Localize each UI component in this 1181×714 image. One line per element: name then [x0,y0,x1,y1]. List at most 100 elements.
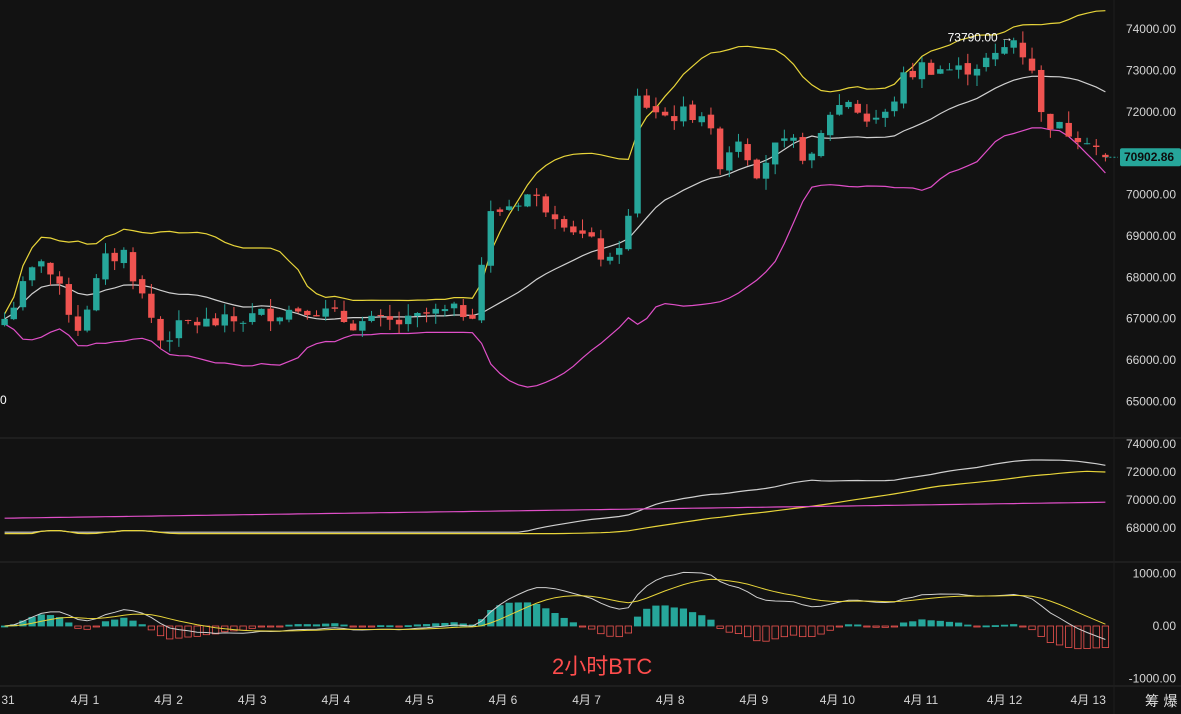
chart-caption: 2小时BTC [552,654,652,679]
ma-axis-tick: 74000.00 [1126,437,1176,451]
candle-body [212,318,219,326]
candle-body [982,57,990,68]
candle-body [47,262,54,275]
x-axis-label: 4月 12 [987,693,1023,707]
candle-body [836,105,843,115]
candle-body [808,153,816,161]
candle-body [891,101,898,112]
macd-bar [991,625,999,627]
macd-bar [569,622,577,627]
candle-body [349,323,357,331]
candle-body [781,138,788,141]
candle-body [28,267,36,281]
candle-body [854,103,861,113]
candle-body [184,319,192,321]
candle-body [973,68,981,76]
price-axis-tick: 66000.00 [1126,353,1176,367]
macd-bar [964,624,972,627]
macd-bar [404,625,412,628]
candle-body [707,114,715,129]
candle-body [129,252,137,282]
macd-bar [542,608,550,627]
macd-bar [349,625,357,628]
candle-body [1,318,8,326]
macd-bar [578,625,587,628]
macd-axis-tick: -1000.00 [1129,672,1177,686]
macd-bar [129,620,137,627]
macd-bar [643,608,651,627]
candle-body [10,307,17,320]
macd-bar [322,623,330,627]
macd-dea-line [4,578,1106,632]
candle-body [38,261,45,267]
macd-bar [762,625,770,642]
macd-bar [147,625,155,631]
macd-bar [422,624,431,627]
candle-body [423,312,430,314]
candle-body [93,278,100,311]
macd-bar [239,625,247,631]
candle-body [313,315,320,317]
price-axis-tick: 69000.00 [1126,229,1176,243]
macd-bar [881,625,889,628]
macd-bar [294,624,302,627]
candle-body [735,141,742,152]
candle-body [524,194,531,207]
macd-bar [175,625,183,639]
candle-body [726,152,733,171]
macd-bar [560,617,568,627]
ma-axis-tick: 70000.00 [1126,493,1176,507]
macd-bar [395,625,403,628]
macd-bar [734,625,743,634]
macd-bar [74,625,82,629]
candle-body [1010,40,1017,48]
macd-bar [386,625,394,628]
candle-body [533,194,540,196]
macd-bar [1028,625,1036,631]
candle-body [826,114,834,136]
candle-body [744,144,751,161]
candle-body [1093,145,1100,147]
candle-body [460,305,467,318]
candle-body [294,308,302,312]
macd-bar [817,625,825,635]
x-axis-label: 4月 9 [739,693,768,707]
candle-body [102,253,109,280]
macd-bar [1083,625,1091,649]
candle-body [1019,42,1027,58]
macd-bar [808,625,816,638]
candle-body [148,293,155,318]
macd-bar [945,621,954,627]
macd-bar [1065,625,1073,648]
candle-body [496,209,504,212]
macd-bar [156,625,165,637]
candle-body [1102,154,1109,158]
candle-body [65,284,73,315]
candle-body [625,215,632,250]
macd-bar [413,624,422,627]
macd-bar [707,619,715,627]
candle-body [1065,122,1072,137]
macd-bar [1046,625,1054,643]
macd-bar [744,625,752,638]
x-axis-label: 4月 8 [656,693,685,707]
macd-bar [789,625,798,636]
candle-body [405,315,412,325]
macd-bar [276,625,284,628]
x-axis-label: 4月 6 [489,693,518,707]
macd-bar [267,625,275,628]
macd-bar [927,620,935,627]
candle-body [579,230,586,234]
price-axis-tick: 68000.00 [1126,270,1176,284]
candle-body [1037,69,1045,113]
candle-body [680,106,687,122]
candle-body [285,309,293,320]
macd-bar [523,602,532,627]
candle-body [249,313,256,323]
price-axis-tick: 72000.00 [1126,105,1176,119]
macd-bar [202,625,211,636]
candle-body [74,316,82,331]
candle-body [19,281,27,308]
last-price-badge [1120,148,1181,167]
